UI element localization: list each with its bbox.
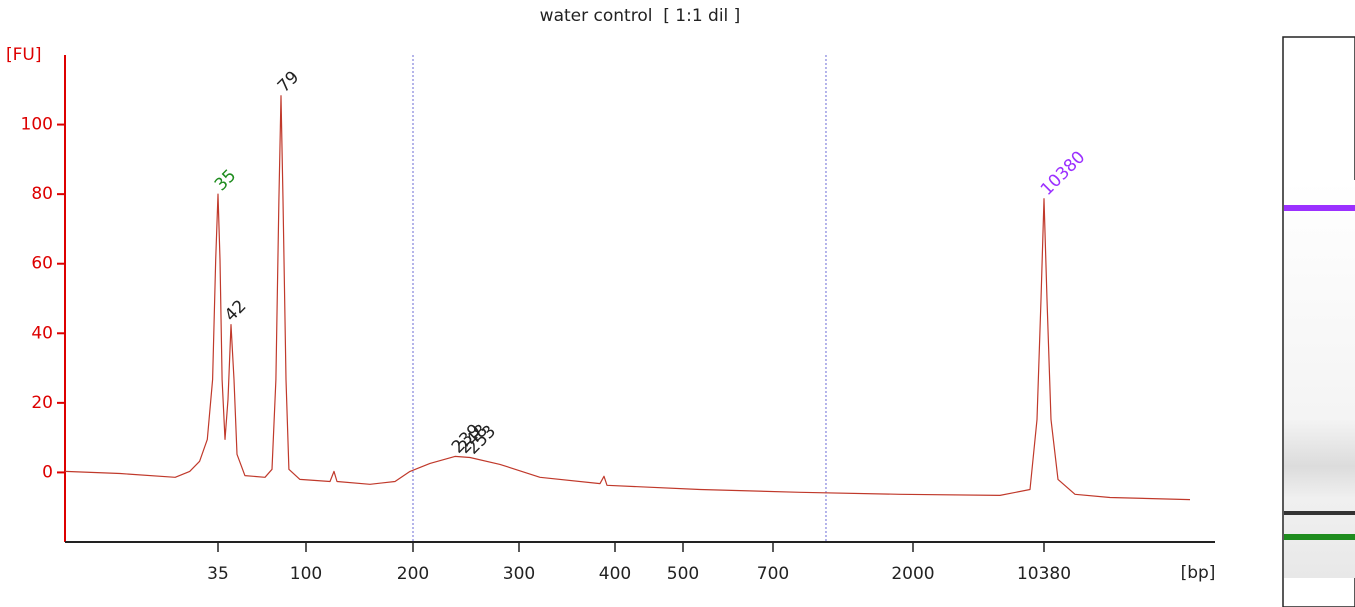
x-tick-label: 200 [397,564,429,584]
y-tick-label: 20 [31,393,53,413]
x-axis-title: [bp] [1181,563,1216,583]
gel-band [1284,511,1355,515]
peak-label: 35 [211,166,240,195]
x-tick-label: 35 [207,564,229,584]
trace-line [64,95,1191,501]
x-tick-label: 700 [757,564,789,584]
y-tick-label: 40 [31,323,53,343]
peak-label: 42 [221,296,250,325]
peak-label: 79 [274,67,303,96]
y-tick-label: 60 [31,254,53,274]
gel-lane [1282,36,1355,607]
x-tick-label: 10380 [1017,564,1071,584]
x-tick-label: 2000 [891,564,934,584]
gel-band [1284,534,1355,540]
x-tick-label: 100 [290,564,322,584]
y-axis-title: [FU] [6,45,42,65]
gel-smear [1284,180,1355,578]
y-tick-label: 100 [21,115,53,135]
y-tick-label: 80 [31,184,53,204]
x-tick-label: 500 [667,564,699,584]
x-tick-label: 300 [503,564,535,584]
x-tick-label: 400 [599,564,631,584]
y-tick-label: 0 [42,462,53,482]
peak-label: 10380 [1037,147,1089,199]
gel-band [1284,205,1355,211]
chart-title: water control [ 1:1 dil ] [540,6,741,26]
